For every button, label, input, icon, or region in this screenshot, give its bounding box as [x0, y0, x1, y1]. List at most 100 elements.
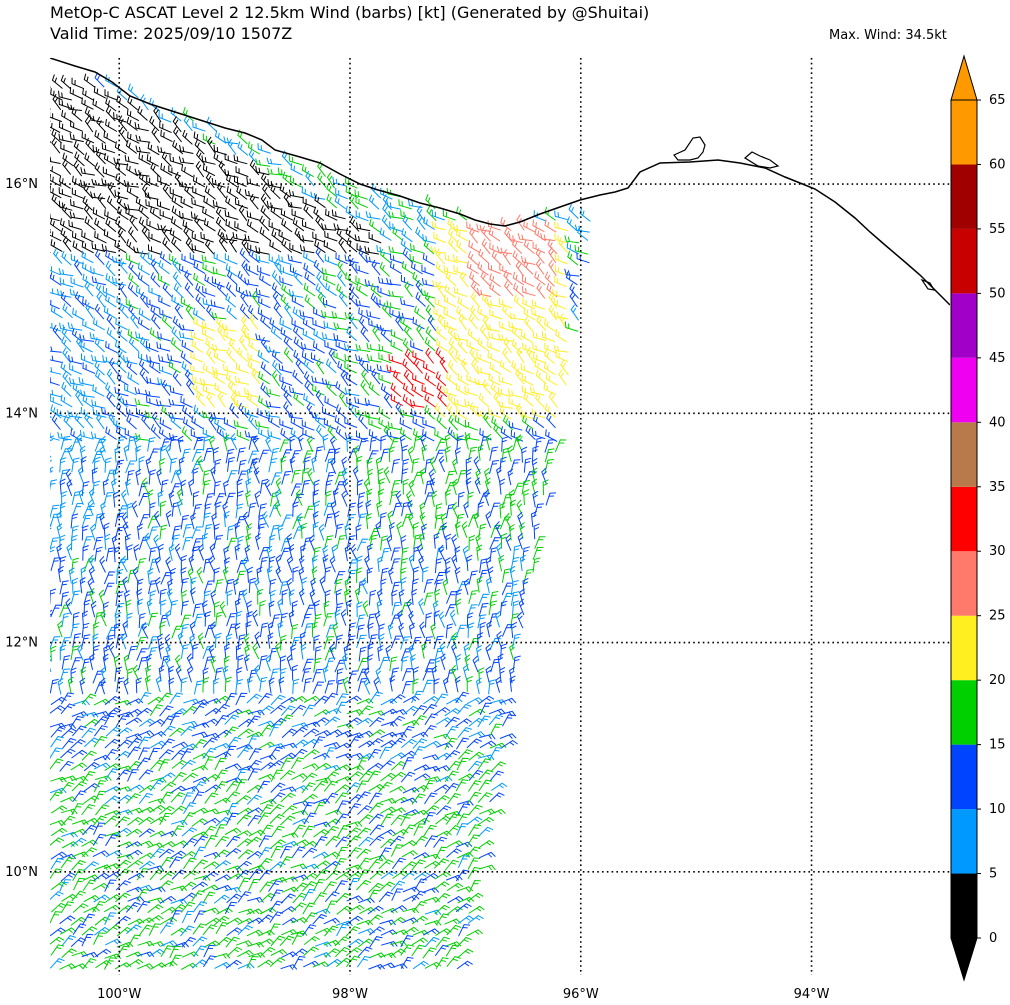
wind-barb	[401, 501, 410, 517]
wind-barb	[202, 133, 216, 145]
wind-barb	[66, 543, 73, 560]
wind-barb	[303, 677, 312, 693]
wind-barb	[532, 219, 545, 233]
wind-barb	[333, 350, 347, 363]
wind-barb	[534, 360, 547, 374]
wind-barb	[336, 800, 349, 813]
wind-barb	[369, 870, 386, 880]
wind-barb	[192, 467, 199, 484]
wind-barb	[71, 749, 88, 759]
valid-time: Valid Time: 2025/09/10 1507Z	[50, 24, 293, 43]
wind-barb	[70, 738, 86, 749]
wind-barb	[369, 717, 385, 728]
wind-barb	[302, 328, 315, 341]
wind-barb	[281, 728, 298, 739]
wind-barb	[483, 489, 490, 506]
wind-barb	[133, 544, 140, 561]
wind-barb	[457, 948, 474, 958]
wind-barb	[526, 347, 535, 364]
wind-barb	[466, 846, 481, 858]
wind-barb	[118, 115, 128, 132]
wind-barb	[157, 490, 164, 507]
wind-barb	[323, 917, 341, 925]
wind-barb	[270, 782, 286, 793]
wind-barb	[125, 828, 143, 837]
wind-barb	[61, 935, 76, 947]
wind-barb	[50, 837, 65, 846]
wind-barb	[196, 566, 204, 584]
wind-barb	[101, 407, 116, 418]
wind-barb	[140, 250, 151, 266]
wind-barb	[214, 797, 231, 805]
wind-barb	[383, 466, 391, 484]
wind-barb	[478, 523, 487, 539]
colorbar-swatch	[951, 486, 977, 552]
wind-barb	[400, 636, 411, 650]
wind-barb	[381, 214, 392, 231]
wind-barb	[444, 284, 456, 299]
wind-barb	[215, 703, 230, 715]
wind-barb	[237, 347, 249, 362]
wind-barb	[408, 610, 415, 628]
wind-barb	[237, 849, 254, 859]
wind-barb	[124, 383, 137, 396]
wind-barb	[356, 791, 371, 803]
wind-barb	[74, 151, 85, 167]
wind-barb	[223, 479, 229, 497]
wind-barb	[303, 505, 315, 519]
wind-barb	[72, 612, 80, 628]
wind-barb	[268, 880, 282, 892]
wind-barb	[147, 646, 158, 661]
wind-barb	[364, 397, 380, 408]
wind-barb	[180, 850, 197, 860]
wind-barb	[468, 731, 486, 738]
wind-barb	[313, 634, 320, 651]
wind-barb	[347, 622, 357, 638]
wind-barb	[247, 141, 260, 155]
wind-barb	[145, 389, 160, 398]
wind-barb	[435, 248, 445, 265]
wind-barb	[234, 622, 241, 639]
wind-barb	[413, 764, 431, 771]
wind-barb	[389, 752, 407, 760]
wind-barb	[382, 302, 392, 318]
wind-barb	[554, 253, 568, 265]
wind-barb	[425, 326, 436, 342]
wind-barb	[169, 954, 182, 967]
wind-barb	[126, 469, 135, 485]
wind-barb	[100, 666, 107, 683]
wind-barb	[310, 577, 316, 595]
wind-barb	[544, 448, 555, 463]
wind-barb	[553, 310, 569, 320]
wind-barb	[150, 424, 161, 440]
wind-barb	[456, 813, 470, 826]
colorbar-swatch	[951, 873, 977, 938]
wind-barb	[188, 554, 195, 572]
wind-barb	[290, 483, 303, 497]
wind-barb	[132, 566, 140, 584]
wind-barb	[224, 726, 239, 738]
wind-barb	[412, 746, 426, 758]
wind-barb	[318, 523, 325, 541]
wind-barb	[312, 510, 319, 528]
wind-barb	[334, 858, 347, 871]
wind-barb	[451, 632, 458, 649]
wind-barb	[517, 511, 523, 529]
wind-barb	[368, 527, 381, 541]
wind-barb	[60, 796, 77, 803]
wind-barb	[170, 805, 187, 815]
wind-barb	[235, 362, 249, 374]
wind-barb	[236, 807, 254, 816]
wind-barb	[247, 502, 257, 518]
wind-barb	[192, 807, 209, 815]
wind-barb	[169, 785, 187, 794]
wind-barb	[516, 347, 525, 364]
wind-barb	[510, 459, 521, 473]
wind-barb	[252, 435, 259, 453]
wind-barb	[303, 250, 316, 264]
wind-barb	[265, 345, 281, 354]
wind-barb	[336, 957, 352, 967]
wind-barb	[413, 534, 422, 549]
wind-barb	[58, 187, 72, 198]
wind-barb	[136, 588, 143, 605]
